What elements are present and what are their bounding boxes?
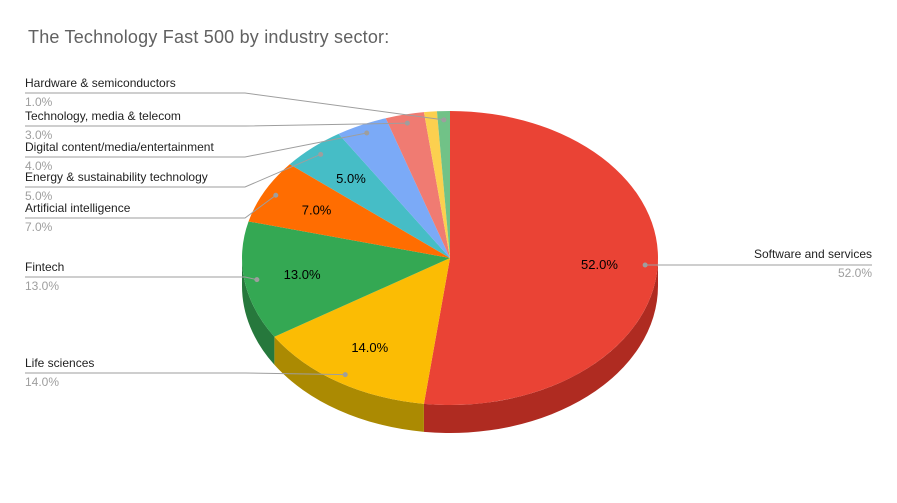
pie-slice-software-and-services[interactable] <box>423 111 658 405</box>
callout-dot-technology-media-telecom <box>404 120 410 126</box>
callout-dot-digital-content-media-entertainment <box>364 130 370 136</box>
callout-line-digital-content-media-entertainment <box>25 132 367 158</box>
pie-slice-hardware-semiconductors[interactable] <box>436 111 450 258</box>
pie-slice-side-life-sciences <box>274 336 424 432</box>
callout-pct-artificial-intelligence: 7.0% <box>25 220 53 234</box>
callout-line-technology-media-telecom <box>25 122 408 127</box>
callout-dot-hardware-semiconductors <box>441 117 447 123</box>
pie-value-label-energy-sustainability-technology: 5.0% <box>336 171 366 186</box>
callout-line-artificial-intelligence <box>25 194 277 219</box>
pie-value-label-fintech: 13.0% <box>284 267 321 282</box>
pie-value-label-life-sciences: 14.0% <box>351 340 388 355</box>
callout-dot-software-and-services <box>642 262 648 268</box>
pie-slice-slice-7[interactable] <box>423 111 450 258</box>
chart-title: The Technology Fast 500 by industry sect… <box>28 27 390 47</box>
callout-pct-software-and-services: 52.0% <box>837 266 872 280</box>
callout-label-fintech: Fintech <box>25 260 65 274</box>
callout-label-energy-sustainability-technology: Energy & sustainability technology <box>25 170 208 184</box>
callout-dot-energy-sustainability-technology <box>318 151 324 157</box>
callout-pct-life-sciences: 14.0% <box>25 375 60 389</box>
pie-slice-artificial-intelligence[interactable] <box>248 164 450 258</box>
callout-line-energy-sustainability-technology <box>25 153 321 188</box>
callout-label-digital-content-media-entertainment: Digital content/media/entertainment <box>25 140 214 154</box>
pie-value-label-software-and-services: 52.0% <box>581 257 618 272</box>
pie-slice-fintech[interactable] <box>242 221 450 337</box>
pie-value-label-artificial-intelligence: 7.0% <box>302 202 332 217</box>
pie-slice-digital-content-media-entertainment[interactable] <box>338 118 450 258</box>
callout-dot-fintech <box>254 277 260 283</box>
callout-label-software-and-services: Software and services <box>753 247 872 261</box>
callout-dot-artificial-intelligence <box>273 192 279 198</box>
callout-label-artificial-intelligence: Artificial intelligence <box>25 201 131 215</box>
callout-label-life-sciences: Life sciences <box>25 356 95 370</box>
callout-dot-life-sciences <box>342 372 348 378</box>
callout-label-hardware-semiconductors: Hardware & semiconductors <box>25 76 176 90</box>
callout-line-life-sciences <box>25 372 346 376</box>
pie-slice-side-software-and-services <box>423 258 658 434</box>
pie-slice-technology-media-telecom[interactable] <box>385 112 450 258</box>
callout-line-fintech <box>25 276 257 281</box>
callout-pct-technology-media-telecom: 3.0% <box>25 128 53 142</box>
pie-slice-energy-sustainability-technology[interactable] <box>289 133 450 258</box>
pie-slice-side-fintech <box>242 258 275 365</box>
callout-pct-hardware-semiconductors: 1.0% <box>25 95 53 109</box>
callout-pct-fintech: 13.0% <box>25 279 60 293</box>
pie-slice-life-sciences[interactable] <box>274 258 450 404</box>
callout-line-hardware-semiconductors <box>25 92 444 121</box>
callout-label-technology-media-telecom: Technology, media & telecom <box>25 109 181 123</box>
callout-pct-energy-sustainability-technology: 5.0% <box>25 189 53 203</box>
callout-pct-digital-content-media-entertainment: 4.0% <box>25 159 53 173</box>
